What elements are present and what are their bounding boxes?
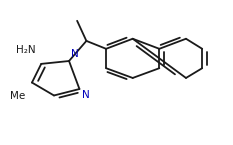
Text: N: N [71, 49, 79, 59]
Text: Me: Me [10, 91, 25, 101]
Text: H₂N: H₂N [16, 45, 35, 55]
Text: N: N [82, 90, 90, 100]
